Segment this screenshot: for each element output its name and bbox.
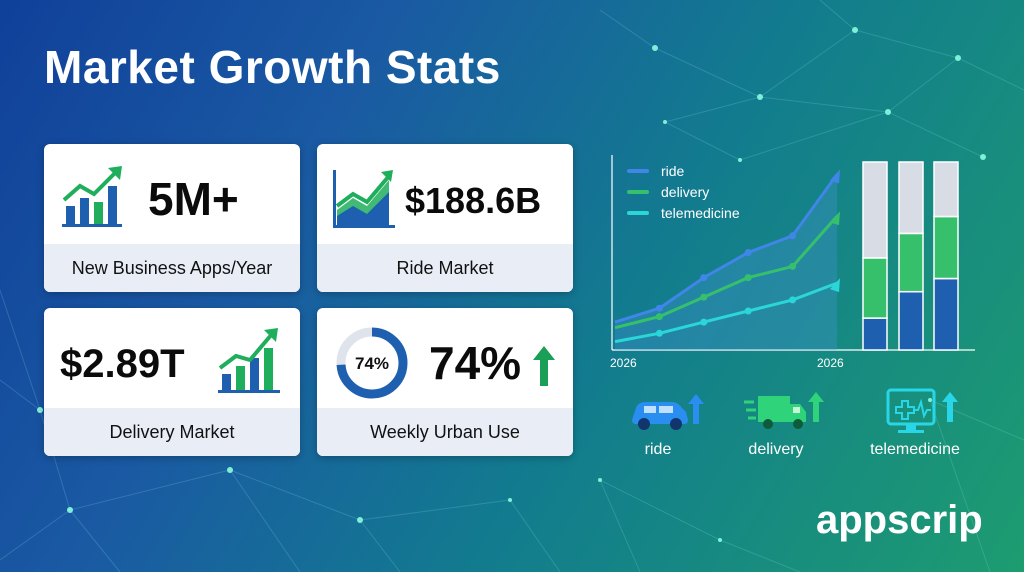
growth-chart: [611, 155, 975, 351]
data-point-telemedicine: [700, 318, 708, 326]
series-arrow-ride: [830, 169, 840, 184]
legend-label: delivery: [661, 183, 710, 200]
data-point-ride: [744, 249, 752, 256]
legend-swatch: [627, 210, 649, 215]
stacked-bar-segment: [898, 161, 924, 235]
series-line-ride: [614, 173, 839, 324]
legend-swatch: [627, 189, 649, 194]
stat-value: 74%: [429, 337, 522, 389]
stacked-bar-segment: [862, 257, 888, 319]
series-arrow-delivery: [830, 211, 840, 226]
stat-card-ride-market: $188.6B Ride Market: [317, 144, 573, 292]
data-point-ride: [700, 274, 708, 282]
stat-value: $188.6B: [405, 180, 542, 221]
stacked-bar-segment: [933, 215, 959, 280]
area-growth-icon: [333, 170, 395, 228]
x-tick-label: 2026: [817, 356, 844, 370]
stat-card-delivery-market: $2.89T Delivery Market: [44, 308, 300, 456]
data-point-telemedicine: [744, 307, 752, 315]
data-point-delivery: [744, 274, 752, 282]
data-point-delivery: [789, 262, 797, 270]
stacked-bar-segment: [898, 232, 924, 293]
page-title: Market Growth Stats: [44, 41, 501, 93]
truck-icon: [744, 392, 824, 429]
stat-value: $2.89T: [60, 342, 185, 386]
series-line-delivery: [614, 215, 839, 330]
data-point-delivery: [655, 313, 663, 321]
stacked-bar-segment: [933, 277, 959, 351]
category-label-telemedicine: telemedicine: [870, 441, 960, 458]
growth-bars-icon: [218, 328, 280, 393]
category-label-delivery: delivery: [748, 441, 804, 458]
monitor-medical-icon: [886, 388, 958, 433]
data-point-delivery: [700, 293, 708, 301]
x-tick-label: 2026: [610, 356, 637, 370]
data-point-telemedicine: [789, 296, 797, 304]
growth-bars-icon: [62, 166, 122, 227]
stacked-bar-segment: [933, 161, 959, 218]
brand-logo: appscrip: [816, 498, 983, 542]
category-label-ride: ride: [644, 441, 672, 458]
series-arrow-telemedicine: [830, 278, 840, 293]
stat-card-weekly-use: 74% 74% Weekly Urban Use: [317, 308, 573, 456]
data-point-ride: [789, 232, 797, 240]
stat-label: Weekly Urban Use: [317, 408, 573, 456]
stat-label: Delivery Market: [44, 408, 300, 456]
chart-area-fill: [615, 174, 837, 350]
stacked-bar-segment: [862, 161, 888, 259]
car-icon: [632, 394, 704, 430]
stacked-bar-segment: [862, 317, 888, 351]
legend-item-telemedicine: telemedicine: [627, 202, 740, 223]
stat-label: Ride Market: [317, 244, 573, 292]
stacked-bar-segment: [898, 290, 924, 351]
donut-icon: [336, 327, 408, 399]
data-point-telemedicine: [655, 329, 663, 337]
stat-value: 5M+: [148, 173, 239, 225]
stat-card-new-apps: 5M+ New Business Apps/Year: [44, 144, 300, 292]
data-point-ride: [655, 304, 663, 312]
stat-label: New Business Apps/Year: [44, 244, 300, 292]
legend-swatch: [627, 168, 649, 173]
series-line-telemedicine: [614, 281, 838, 344]
arrow-up-icon: [533, 346, 555, 386]
legend-item-ride: ride: [627, 160, 740, 181]
chart-legend: ride delivery telemedicine: [627, 160, 740, 223]
legend-label: ride: [661, 162, 685, 179]
legend-item-delivery: delivery: [627, 181, 740, 202]
donut-label: 74%: [354, 354, 390, 373]
legend-label: telemedicine: [661, 204, 740, 221]
